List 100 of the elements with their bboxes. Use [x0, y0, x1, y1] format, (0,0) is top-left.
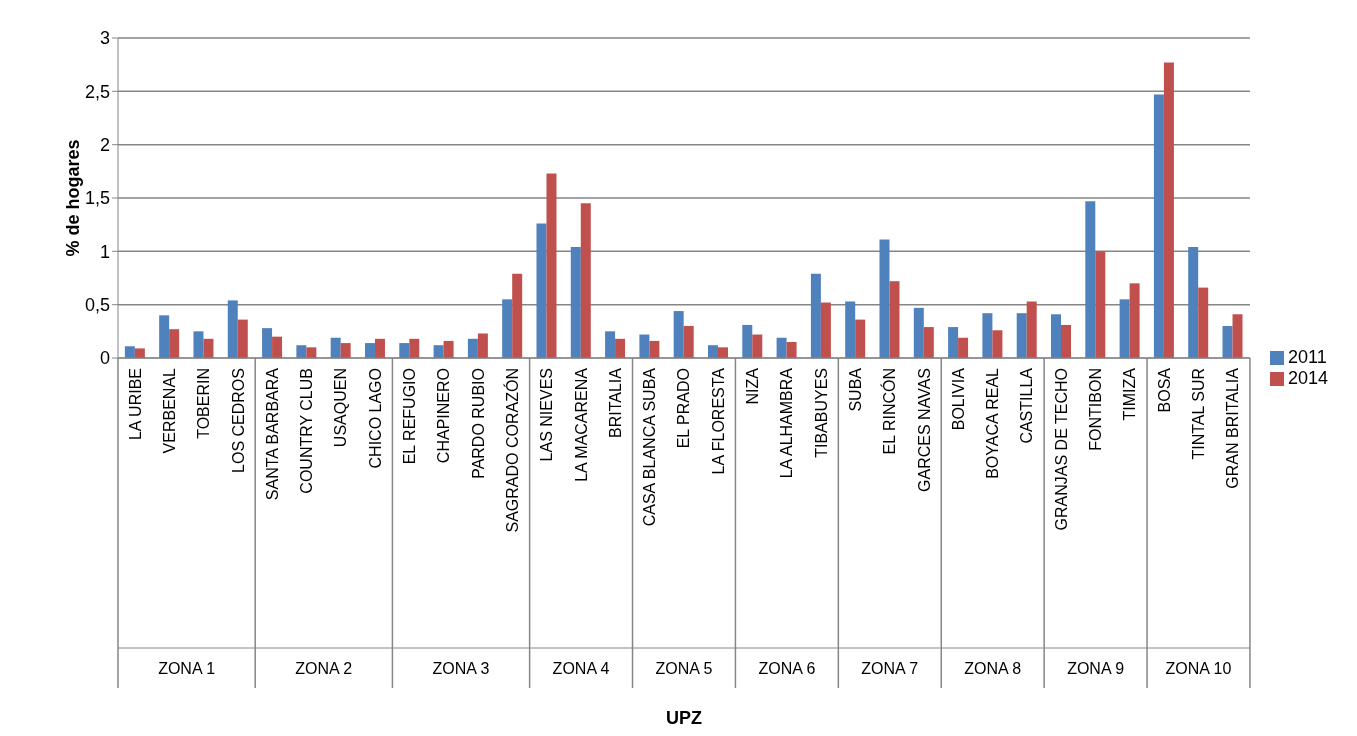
bar	[982, 313, 993, 358]
bar	[340, 343, 351, 358]
bar	[467, 338, 478, 358]
x-tick-label: LA FLORESTA	[709, 367, 727, 475]
bar	[374, 338, 385, 358]
x-tick-label: GARCES NAVAS	[915, 368, 933, 492]
text: ZONA 2	[295, 659, 353, 677]
bar	[169, 329, 180, 358]
bar	[1051, 314, 1061, 358]
x-tick-label: LA ALHAMBRA	[778, 367, 796, 479]
x-tick-label: EL REFUGIO	[401, 368, 419, 465]
x-tick-label: CHAPINERO	[435, 368, 453, 464]
x-tick-label: PARDO RUBIO	[469, 368, 487, 479]
bar	[810, 273, 821, 358]
x-tick-label: TINTAL SUR	[1190, 368, 1207, 460]
bar	[1153, 94, 1164, 358]
bar	[203, 338, 214, 358]
x-tick-label: FONTIBON	[1087, 368, 1105, 451]
bar	[605, 331, 616, 358]
text: ZONA 4	[552, 659, 610, 677]
bar	[649, 340, 660, 358]
bar	[913, 307, 924, 358]
x-tick-label: BRITALIA	[606, 367, 624, 438]
x-tick-label: CASTILLA	[1018, 367, 1036, 444]
bar	[717, 347, 728, 358]
bar	[330, 337, 341, 358]
bar	[1129, 283, 1140, 358]
bar	[227, 300, 238, 358]
bar	[512, 273, 523, 358]
text: ZONA 10	[1165, 659, 1232, 677]
bar	[776, 337, 787, 358]
bar	[580, 203, 591, 358]
bar	[272, 336, 283, 358]
x-tick-label: TIMIZA	[1121, 367, 1139, 421]
bar	[742, 324, 753, 358]
bar	[683, 326, 694, 358]
bar	[1026, 301, 1037, 358]
bar	[639, 334, 650, 358]
bar	[1085, 201, 1096, 358]
x-tick-label: COUNTRY CLUB	[298, 368, 316, 494]
x-tick-label: USAQUEN	[332, 368, 350, 448]
text: ZONA 3	[432, 659, 490, 677]
text: ZONA 1	[158, 659, 216, 677]
x-tick-label: TIBABUYES	[812, 368, 830, 458]
bar	[296, 345, 307, 358]
x-tick-label: TOBERIN	[195, 368, 213, 439]
x-tick-label: LAS NIEVES	[538, 368, 556, 462]
x-tick-label: SAGRADO CORAZÓN	[502, 368, 521, 533]
x-tick-label: EL PRADO	[675, 368, 693, 449]
x-tick-label: CASA BLANCA SUBA	[641, 367, 659, 527]
x-tick-label: SUBA	[846, 367, 864, 412]
x-tick-label: CHICO LAGO	[366, 368, 384, 469]
text: ZONA 7	[861, 659, 919, 677]
x-tick-label: VERBENAL	[160, 367, 178, 454]
bar	[477, 333, 488, 358]
bar	[1016, 313, 1027, 358]
y-tick-label: 2,5	[84, 81, 110, 102]
y-axis-title: % de hogares	[63, 139, 84, 257]
x-tick-label: BOYACA REAL	[984, 367, 1002, 479]
text: ZONA 6	[758, 659, 816, 677]
bar	[433, 345, 444, 358]
y-tick-label: 2	[99, 135, 110, 156]
x-tick-label: LOS CEDROS	[229, 368, 247, 473]
bar	[923, 327, 934, 358]
bar	[948, 327, 959, 358]
bar	[820, 302, 831, 358]
bar	[124, 346, 135, 358]
bar	[262, 328, 273, 358]
bar	[546, 173, 557, 358]
x-tick-label: GRANJAS DE TECHO	[1052, 368, 1070, 531]
text: UPZ	[665, 708, 702, 728]
y-tick-label: 1	[99, 241, 110, 262]
bar	[1163, 62, 1174, 358]
bar	[1095, 251, 1106, 358]
bar	[570, 247, 581, 358]
legend-label: 2014	[1287, 368, 1328, 388]
x-tick-label: BOSA	[1155, 367, 1173, 413]
x-tick-label: SANTA BARBARA	[263, 367, 281, 501]
bar	[673, 311, 684, 358]
bar	[992, 330, 1003, 358]
x-tick-label: LA MACARENA	[572, 367, 590, 482]
bar	[889, 281, 900, 358]
bar	[536, 223, 547, 358]
x-tick-label: EL RINCÓN	[880, 368, 899, 455]
bar	[786, 342, 797, 358]
bar	[752, 334, 763, 358]
bar	[364, 343, 375, 358]
bar	[193, 331, 204, 358]
bar	[707, 345, 718, 358]
y-tick-label: 0,5	[84, 295, 110, 316]
bar	[1232, 314, 1243, 358]
bar	[306, 347, 317, 358]
x-tick-label: GRAN BRITALIA	[1224, 367, 1242, 489]
bar	[409, 338, 420, 358]
bar	[134, 348, 145, 358]
x-tick-label: BOLIVIA	[949, 367, 967, 431]
bar	[1061, 324, 1071, 358]
bar	[958, 337, 969, 358]
bar	[615, 338, 626, 358]
y-tick-label: 1,5	[84, 188, 110, 209]
